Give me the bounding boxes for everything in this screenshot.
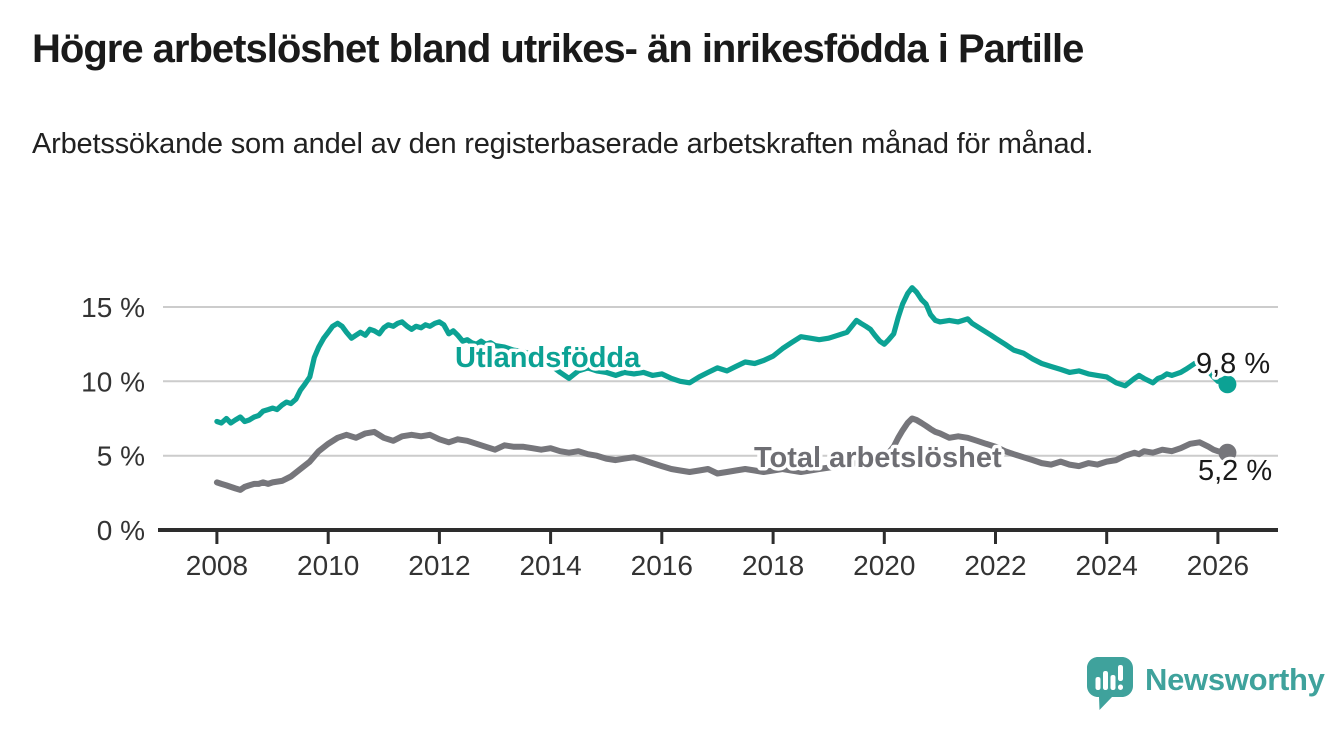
end-value-label-utlandsfodda: 9,8 % — [1196, 348, 1270, 380]
series-line-total-arbetsloshet — [213, 415, 1231, 493]
newsworthy-logo: Newsworthy — [1086, 656, 1325, 712]
chart-subtitle: Arbetssökande som andel av den registerb… — [32, 128, 1094, 160]
x-axis-tick-label: 2010 — [297, 550, 359, 581]
y-axis-tick-label: 15 % — [81, 292, 145, 323]
x-axis-tick-label: 2022 — [964, 550, 1026, 581]
x-axis-tick-label: 2016 — [631, 550, 693, 581]
series-end-dot-utlandsfodda — [1218, 375, 1237, 394]
chart-title: Högre arbetslöshet bland utrikes- än inr… — [32, 27, 1084, 71]
y-axis-tick-label: 10 % — [81, 366, 145, 397]
end-value-label-total-arbetsloshet: 5,2 % — [1198, 455, 1272, 487]
series-label-utlandsfodda: Utlandsfödda — [455, 342, 641, 374]
series-line-utlandsfodda — [214, 285, 1230, 426]
x-axis-tick-label: 2014 — [519, 550, 581, 581]
x-axis-tick-label: 2008 — [186, 550, 248, 581]
newsworthy-logo-text: Newsworthy — [1145, 662, 1325, 697]
gridlines — [163, 306, 1278, 457]
series-label-total-arbetsloshet: Total arbetslöshet — [754, 442, 1002, 474]
bar-chart-speech-bubble-icon — [1087, 657, 1133, 710]
x-axis-tick-label: 2018 — [742, 550, 804, 581]
x-axis-tick-label: 2012 — [408, 550, 470, 581]
series-end-dot-total-arbetsloshet — [1218, 443, 1237, 462]
y-axis-tick-label: 0 % — [97, 515, 145, 546]
x-axis-tick-label: 2024 — [1076, 550, 1138, 581]
chart-labels: Utlandsfödda Total arbetslöshet 9,8 % 5,… — [452, 339, 1276, 491]
series-lines — [213, 285, 1237, 493]
x-axis-tick-label: 2026 — [1187, 550, 1249, 581]
y-axis-tick-label: 5 % — [97, 441, 145, 472]
axes: 0 % 5 % 10 % 15 % 2008 2010 2012 2014 2016 2018 20… — [81, 292, 1278, 581]
x-axis-tick-label: 2020 — [853, 550, 915, 581]
